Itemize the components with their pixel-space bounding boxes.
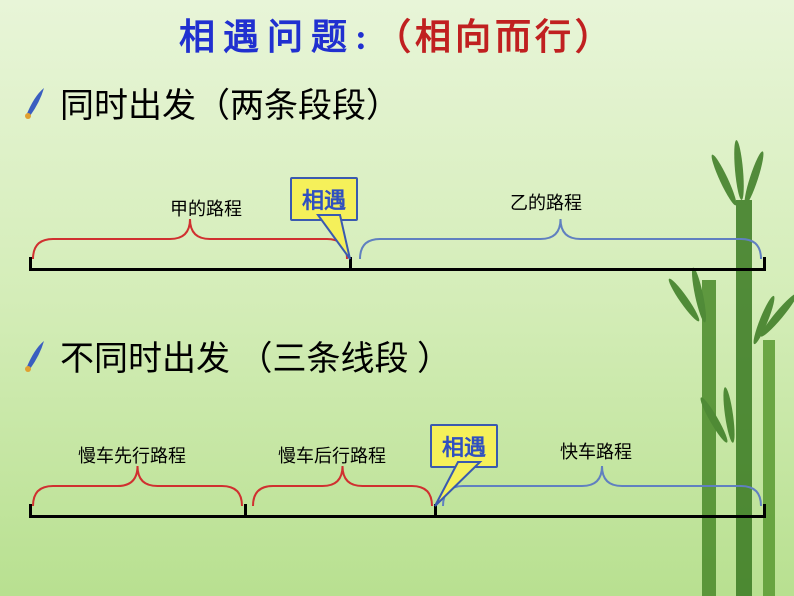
feather-bullet-icon bbox=[20, 339, 48, 373]
title-part2: （相向而行） bbox=[375, 17, 615, 57]
section1-heading: 同时出发（两条段段） bbox=[60, 78, 400, 127]
brace bbox=[443, 466, 761, 506]
brace bbox=[360, 219, 761, 259]
diagram-simultaneous: 甲的路程乙的路程相遇 bbox=[30, 161, 764, 281]
section2-heading-row: 不同时出发 （三条线段 ） bbox=[0, 331, 794, 380]
diagram-svg bbox=[30, 408, 764, 518]
meet-pointer bbox=[318, 215, 350, 259]
meet-pointer bbox=[435, 462, 480, 506]
brace bbox=[253, 466, 432, 506]
brace bbox=[33, 466, 242, 506]
page-title: 相遇问题:（相向而行） bbox=[0, 0, 794, 60]
section1-heading-row: 同时出发（两条段段） bbox=[0, 78, 794, 127]
feather-bullet-icon bbox=[20, 86, 48, 120]
section2-heading: 不同时出发 （三条线段 ） bbox=[60, 331, 451, 380]
diagram-nonsimultaneous: 慢车先行路程慢车后行路程快车路程相遇 bbox=[30, 408, 764, 528]
title-part1: 相遇问题: bbox=[179, 17, 375, 57]
diagram-svg bbox=[30, 161, 764, 271]
brace bbox=[33, 219, 347, 259]
